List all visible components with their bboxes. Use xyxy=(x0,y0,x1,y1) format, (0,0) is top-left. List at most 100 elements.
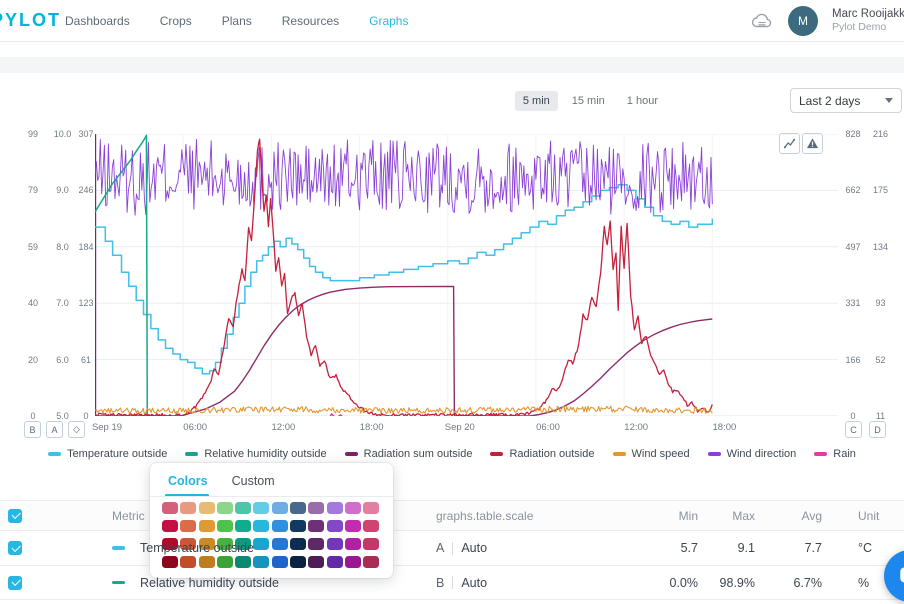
palette-swatch[interactable] xyxy=(271,556,288,568)
palette-swatch[interactable] xyxy=(271,502,288,514)
scale-letter: B xyxy=(436,575,445,590)
x-tick-label: Sep 19 xyxy=(91,422,123,433)
scale-divider xyxy=(452,541,454,555)
palette-swatch[interactable] xyxy=(216,520,233,532)
palette-swatch[interactable] xyxy=(253,520,270,532)
palette-swatch[interactable] xyxy=(363,502,380,514)
palette-swatch[interactable] xyxy=(180,556,197,568)
palette-swatch[interactable] xyxy=(326,556,343,568)
axis-button-d[interactable]: D xyxy=(869,421,886,438)
scale-cell[interactable]: B Auto xyxy=(436,576,616,590)
palette-swatch[interactable] xyxy=(235,556,252,568)
scale-cell[interactable]: A Auto xyxy=(436,541,616,555)
palette-swatch[interactable] xyxy=(290,538,307,550)
palette-swatch[interactable] xyxy=(198,538,215,550)
legend-item[interactable]: Radiation sum outside xyxy=(344,448,472,460)
palette-swatch[interactable] xyxy=(235,502,252,514)
palette-swatch[interactable] xyxy=(290,556,307,568)
metric-color-swatch[interactable] xyxy=(112,580,125,585)
metric-label: Relative humidity outside xyxy=(140,575,279,590)
palette-swatch[interactable] xyxy=(180,520,197,532)
palette-swatch[interactable] xyxy=(326,538,343,550)
palette-swatch[interactable] xyxy=(344,556,361,568)
color-picker-tabs: Colors Custom xyxy=(150,463,393,497)
interval-15min[interactable]: 15 min xyxy=(571,95,605,107)
avatar[interactable]: M xyxy=(788,5,818,36)
palette-swatch[interactable] xyxy=(198,502,215,514)
palette-swatch[interactable] xyxy=(326,520,343,532)
axis-button-diamond[interactable]: ◇ xyxy=(68,421,85,438)
palette-swatch[interactable] xyxy=(162,556,178,568)
x-tick-label: 18:00 xyxy=(712,422,737,433)
row-checkbox[interactable] xyxy=(8,541,22,555)
palette-swatch[interactable] xyxy=(344,502,361,514)
palette-swatch[interactable] xyxy=(235,538,252,550)
nav-item-resources[interactable]: Resources xyxy=(281,13,340,28)
legend-item[interactable]: Wind speed xyxy=(612,448,690,460)
palette-swatch[interactable] xyxy=(162,520,178,532)
palette-swatch[interactable] xyxy=(308,520,325,532)
pylot-logo: PYLOT xyxy=(0,10,62,30)
legend-item[interactable]: Wind direction xyxy=(707,448,796,460)
axis-button-a[interactable]: A xyxy=(46,421,63,438)
legend-swatch xyxy=(490,452,504,456)
legend-item[interactable]: Temperature outside xyxy=(48,448,167,460)
palette-swatch[interactable] xyxy=(308,538,325,550)
nav-item-crops[interactable]: Crops xyxy=(159,13,192,28)
palette-swatch[interactable] xyxy=(326,502,343,514)
nav-item-graphs[interactable]: Graphs xyxy=(369,13,409,28)
date-range-select[interactable]: Last 2 days xyxy=(790,88,902,113)
palette-swatch[interactable] xyxy=(271,520,288,532)
palette-swatch[interactable] xyxy=(363,556,380,568)
legend-item[interactable]: Rain xyxy=(814,448,856,460)
x-tick-label: 12:00 xyxy=(624,422,649,433)
trend-icon xyxy=(783,138,796,149)
palette-swatch[interactable] xyxy=(216,502,233,514)
cloud-status-icon[interactable] xyxy=(750,11,774,31)
tick-label: 134 xyxy=(872,241,889,252)
axis-button-b[interactable]: B xyxy=(24,421,41,438)
interval-5min[interactable]: 5 min xyxy=(514,91,558,111)
palette-swatch[interactable] xyxy=(216,538,233,550)
axis-button-c[interactable]: C xyxy=(845,421,862,438)
tick-label: 331 xyxy=(845,298,861,309)
palette-swatch[interactable] xyxy=(253,502,270,514)
palette-swatch[interactable] xyxy=(162,538,178,550)
scale-mode: Auto xyxy=(461,541,488,555)
x-tick-label: 18:00 xyxy=(359,422,384,433)
row-checkbox[interactable] xyxy=(8,575,22,590)
palette-swatch[interactable] xyxy=(253,556,270,568)
palette-swatch[interactable] xyxy=(363,538,380,550)
palette-swatch[interactable] xyxy=(198,556,215,568)
scale-divider xyxy=(452,576,454,589)
legend-item[interactable]: Radiation outside xyxy=(490,448,595,460)
chart-plot[interactable] xyxy=(95,134,838,416)
palette-swatch[interactable] xyxy=(308,556,325,568)
palette-swatch[interactable] xyxy=(271,538,288,550)
palette-swatch[interactable] xyxy=(344,520,361,532)
nav-item-plans[interactable]: Plans xyxy=(221,13,252,28)
legend-item[interactable]: Relative humidity outside xyxy=(185,448,327,460)
palette-swatch[interactable] xyxy=(344,538,361,550)
palette-swatch[interactable] xyxy=(198,520,215,532)
header-scale: graphs.table.scale xyxy=(436,508,534,523)
palette-swatch[interactable] xyxy=(290,502,307,514)
palette-swatch[interactable] xyxy=(162,502,178,514)
tab-colors[interactable]: Colors xyxy=(168,474,208,488)
palette-swatch[interactable] xyxy=(308,502,325,514)
interval-1hour[interactable]: 1 hour xyxy=(626,95,658,107)
select-all-checkbox[interactable] xyxy=(8,508,22,523)
palette-swatch[interactable] xyxy=(290,520,307,532)
chat-launcher-button[interactable] xyxy=(884,550,904,602)
palette-swatch[interactable] xyxy=(363,520,380,532)
palette-swatch[interactable] xyxy=(180,502,197,514)
tick-label: 40 xyxy=(27,298,38,309)
palette-swatch[interactable] xyxy=(253,538,270,550)
metric-color-swatch[interactable] xyxy=(112,546,125,550)
nav-item-dashboards[interactable]: Dashboards xyxy=(65,13,130,28)
tab-custom[interactable]: Custom xyxy=(231,474,275,488)
palette-swatch[interactable] xyxy=(235,520,252,532)
tick-label: 216 xyxy=(872,129,889,139)
palette-swatch[interactable] xyxy=(180,538,197,550)
palette-swatch[interactable] xyxy=(216,556,233,568)
